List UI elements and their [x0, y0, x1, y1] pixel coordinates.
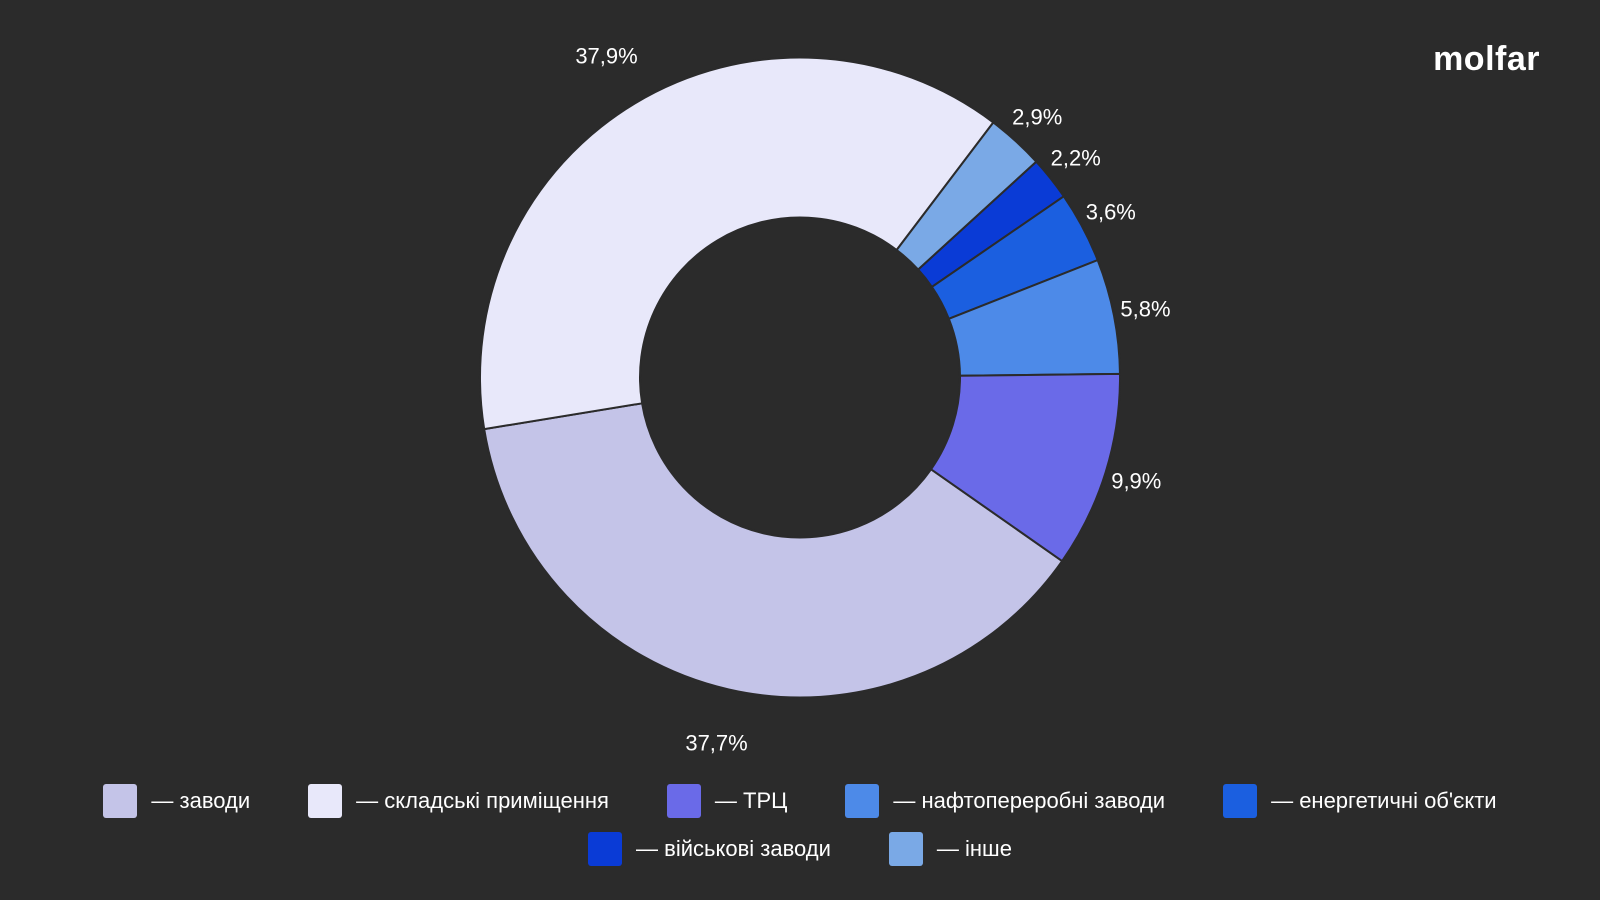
legend-item-energy: — енергетичні об'єкти [1223, 784, 1497, 818]
legend-item-military_plants: — військові заводи [588, 832, 831, 866]
slice-label-factories: 37,7% [685, 730, 747, 756]
legend-item-malls: — ТРЦ [667, 784, 788, 818]
legend-swatch-warehouses [308, 784, 342, 818]
legend-swatch-malls [667, 784, 701, 818]
legend: — заводи — складські приміщення — ТРЦ — наф… [0, 784, 1600, 866]
brand-logo-text: molfar [1433, 40, 1540, 78]
legend-label-energy: — енергетичні об'єкти [1271, 788, 1497, 814]
legend-row: — заводи — складські приміщення — ТРЦ — наф… [103, 784, 1496, 818]
legend-swatch-military_plants [588, 832, 622, 866]
legend-item-warehouses: — складські приміщення [308, 784, 609, 818]
brand-logo: molfar [1433, 40, 1540, 79]
donut-chart-svg [450, 28, 1150, 728]
legend-item-other: — інше [889, 832, 1012, 866]
legend-label-military_plants: — військові заводи [636, 836, 831, 862]
legend-item-factories: — заводи [103, 784, 250, 818]
slice-label-refineries: 5,8% [1120, 297, 1170, 323]
slice-label-malls: 9,9% [1111, 468, 1161, 494]
legend-label-factories: — заводи [151, 788, 250, 814]
legend-item-refineries: — нафтопереробні заводи [845, 784, 1165, 818]
slice-label-warehouses: 37,9% [575, 43, 637, 69]
donut-chart: 37,7%37,9%2,9%2,2%3,6%5,8%9,9% [450, 28, 1150, 733]
legend-label-refineries: — нафтопереробні заводи [893, 788, 1165, 814]
legend-swatch-factories [103, 784, 137, 818]
slice-label-military_plants: 2,2% [1051, 146, 1101, 172]
legend-label-other: — інше [937, 836, 1012, 862]
slice-label-other: 2,9% [1012, 104, 1062, 130]
legend-swatch-refineries [845, 784, 879, 818]
legend-swatch-other [889, 832, 923, 866]
slice-label-energy: 3,6% [1086, 199, 1136, 225]
legend-label-malls: — ТРЦ [715, 788, 788, 814]
legend-row: — військові заводи — інше [588, 832, 1012, 866]
legend-swatch-energy [1223, 784, 1257, 818]
legend-label-warehouses: — складські приміщення [356, 788, 609, 814]
